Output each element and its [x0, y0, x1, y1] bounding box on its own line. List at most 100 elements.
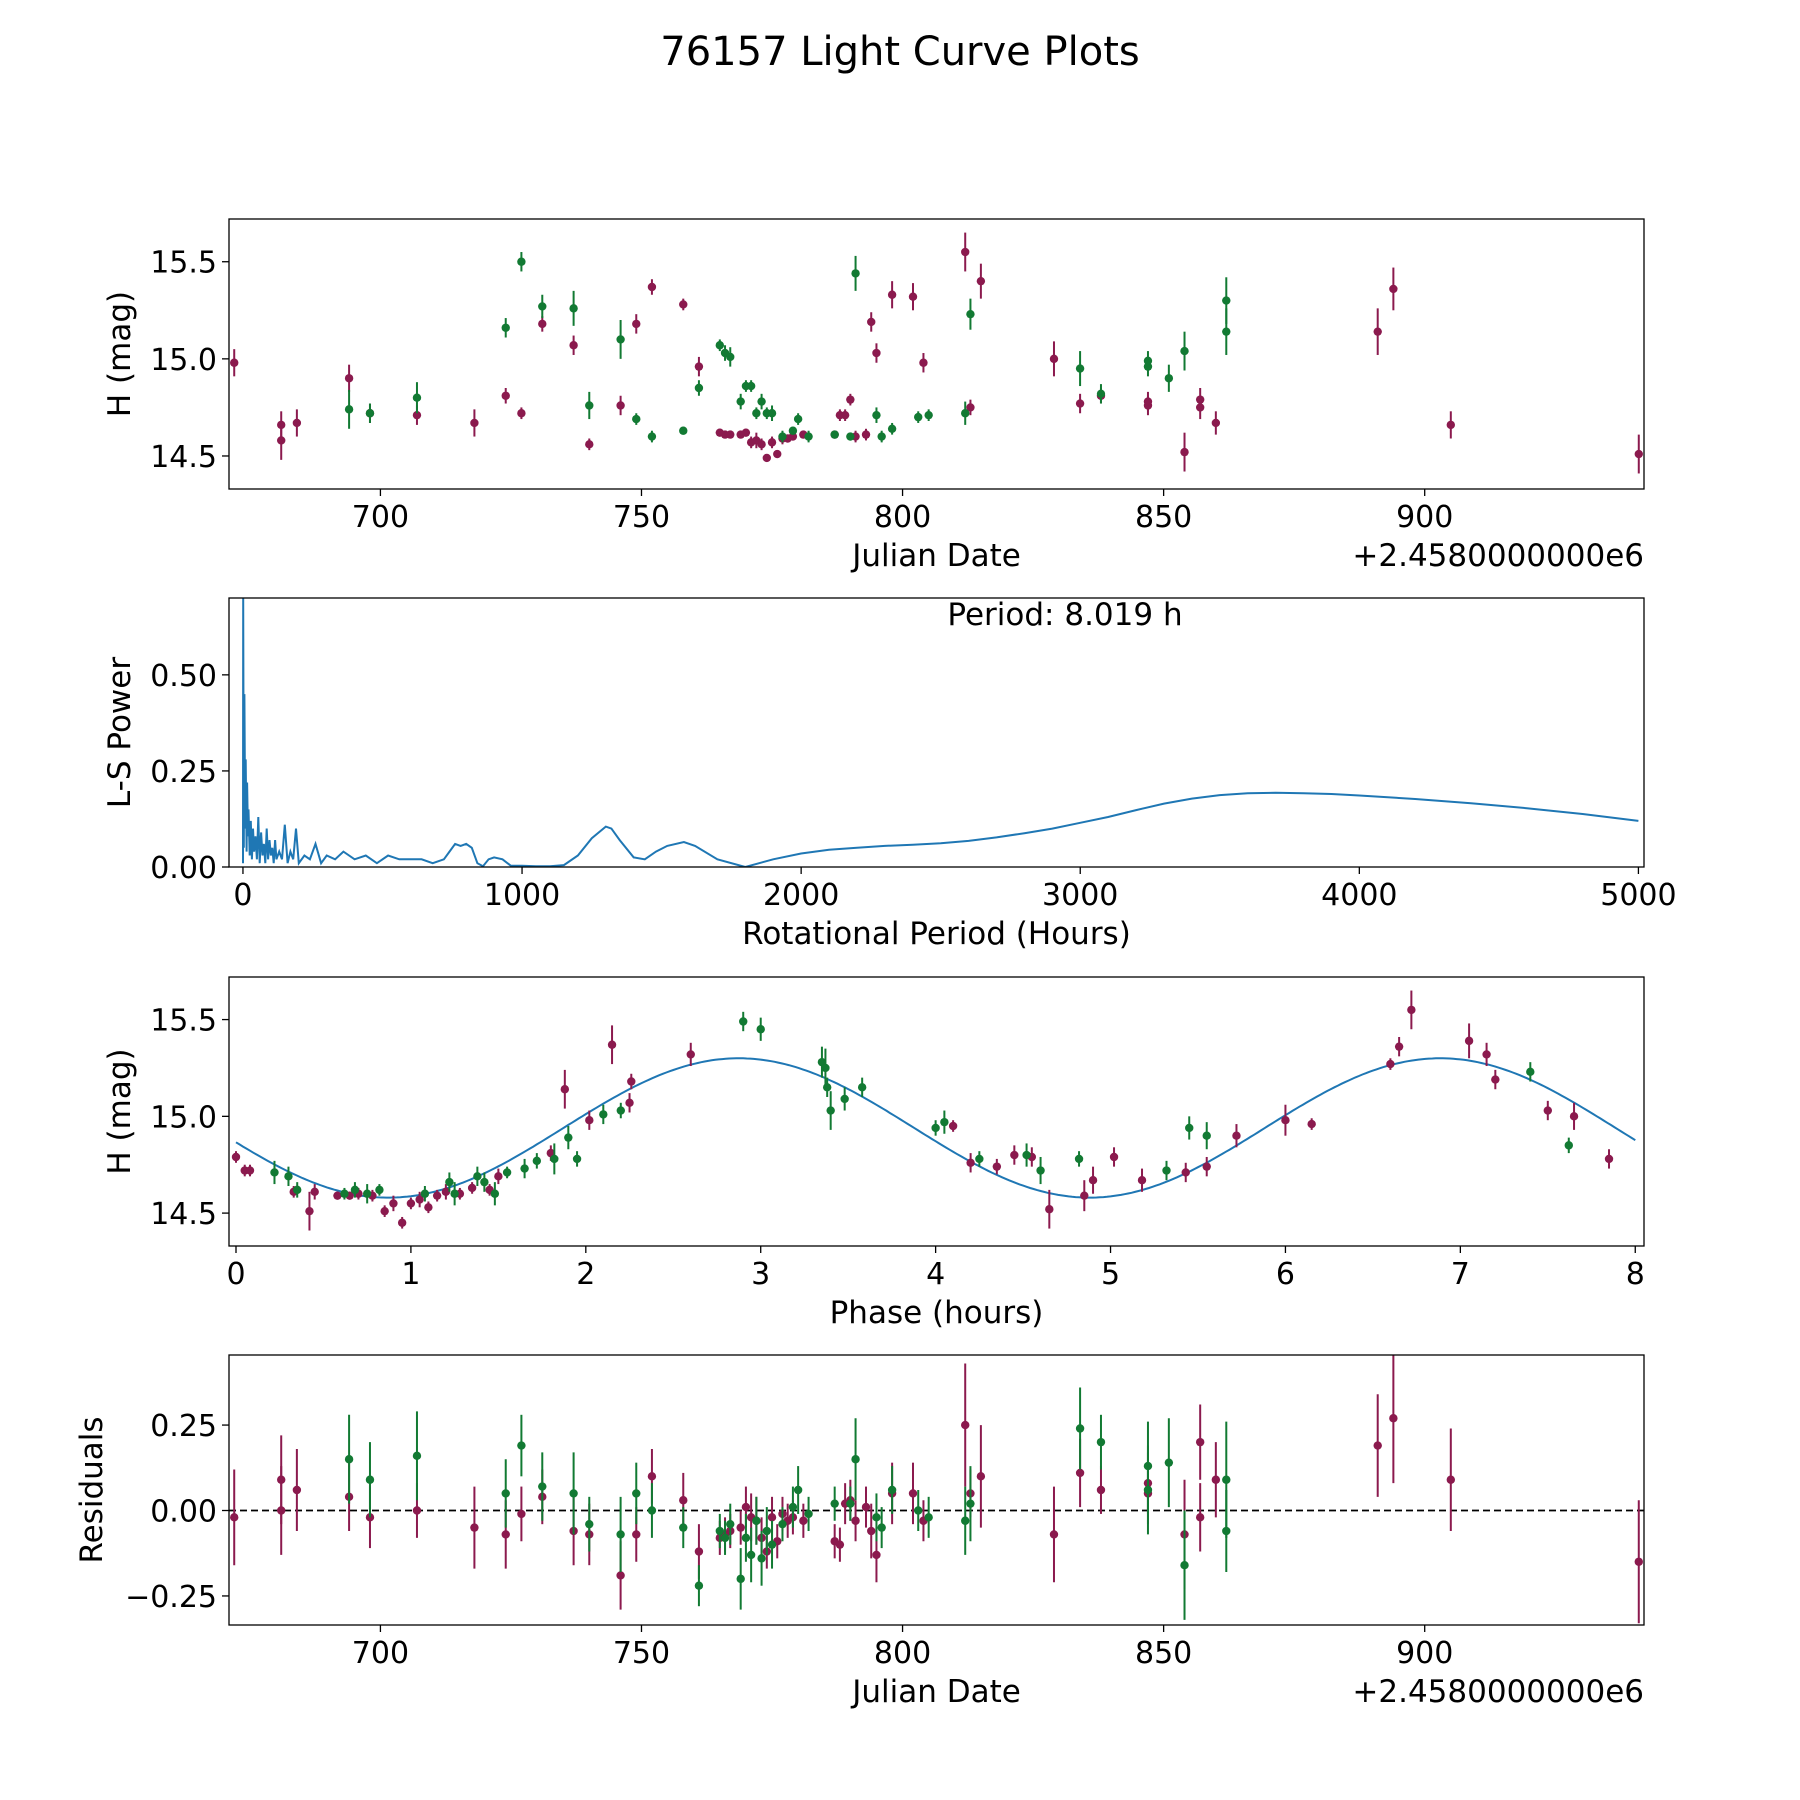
chart-phase: 0 1 2 3 4 5 6 7 8 14.5 15.0 15.5 Phase (hours) H (mag…: [102, 976, 1645, 1331]
data-point-green: [887, 424, 897, 433]
x-offset-label: +2.4580000000e6: [1352, 538, 1644, 574]
data-point-green: [961, 1516, 970, 1525]
data-point-maroon: [961, 247, 970, 257]
data-point-maroon: [773, 449, 782, 459]
data-point-maroon: [432, 1191, 442, 1200]
data-point-maroon: [627, 1077, 636, 1086]
data-point-maroon: [1482, 1050, 1491, 1059]
data-point-maroon: [231, 1152, 241, 1162]
data-point-maroon: [517, 409, 526, 418]
data-point-green: [365, 1475, 375, 1484]
data-point-green: [473, 1172, 482, 1181]
data-point-maroon: [1543, 1106, 1553, 1115]
data-point-green: [851, 1455, 860, 1464]
data-point-green: [1222, 1526, 1231, 1536]
data-point-maroon: [292, 1485, 302, 1495]
data-point-maroon: [616, 401, 625, 410]
axes-frame: [228, 597, 1645, 868]
data-point-maroon: [632, 319, 641, 329]
data-point-green: [445, 1177, 454, 1187]
data-point-maroon: [277, 420, 286, 430]
data-point-maroon: [840, 410, 850, 420]
data-point-maroon: [1281, 1116, 1290, 1125]
x-tick-label: 800: [874, 1636, 931, 1671]
data-point-maroon: [305, 1206, 314, 1216]
data-point-maroon: [1109, 1152, 1119, 1162]
data-point-green: [756, 1025, 765, 1034]
data-point-green: [1202, 1131, 1211, 1140]
y-tick-label: 15.5: [150, 1004, 217, 1039]
x-tick-label: 5: [1101, 1257, 1120, 1292]
data-point-green: [616, 1530, 625, 1539]
x-tick-label: 5000: [1600, 878, 1676, 913]
data-point-maroon: [1080, 1191, 1089, 1200]
data-point-maroon: [616, 1571, 625, 1580]
period-annotation: Period: 8.019 h: [947, 597, 1182, 633]
data-point-maroon: [277, 1506, 286, 1515]
y-tick-label: 15.0: [150, 1100, 217, 1135]
axes-frame: [228, 976, 1645, 1247]
data-point-green: [585, 1519, 594, 1529]
plot-area: [242, 598, 1639, 867]
data-point-maroon: [1373, 1441, 1382, 1450]
data-point-green: [826, 1106, 835, 1115]
data-point-green: [1075, 364, 1085, 373]
data-point-green: [1185, 1123, 1194, 1133]
data-point-maroon: [976, 276, 986, 286]
data-point-maroon: [412, 410, 422, 420]
data-point-green: [362, 1189, 372, 1198]
data-point-maroon: [966, 403, 975, 412]
axes-frame: [228, 218, 1645, 490]
data-point-green: [1222, 296, 1231, 305]
data-point-maroon: [726, 430, 735, 439]
data-point-maroon: [1634, 449, 1643, 459]
figure-title: 76157 Light Curve Plots: [660, 29, 1139, 75]
data-point-maroon: [1180, 447, 1189, 457]
data-point-maroon: [1181, 1168, 1190, 1177]
y-tick-label: 0.25: [150, 1409, 217, 1444]
data-point-green: [736, 1574, 745, 1584]
y-tick-label: 14.5: [150, 440, 217, 475]
data-point-green: [746, 1550, 756, 1560]
data-point-maroon: [538, 319, 547, 329]
data-point-maroon: [441, 1187, 451, 1197]
data-point-maroon: [397, 1218, 407, 1227]
data-point-green: [778, 1519, 787, 1529]
x-tick-label: 800: [874, 500, 931, 535]
data-point-green: [520, 1164, 529, 1173]
x-offset-label: +2.4580000000e6: [1352, 1674, 1644, 1710]
axes-frame: [228, 1354, 1645, 1626]
data-point-green: [1074, 1154, 1084, 1164]
y-tick-label: 15.0: [150, 343, 217, 378]
data-point-green: [1564, 1141, 1573, 1150]
data-point-maroon: [501, 1530, 510, 1539]
x-tick-label: 900: [1396, 1636, 1453, 1671]
data-point-green: [757, 1554, 766, 1563]
data-point-green: [585, 401, 594, 410]
x-tick-label: 1000: [484, 878, 560, 913]
data-point-maroon: [867, 1526, 876, 1536]
data-point-maroon: [961, 1420, 970, 1430]
data-point-green: [375, 1185, 384, 1195]
y-axis-label: H (mag): [102, 1048, 138, 1174]
data-point-green: [1526, 1067, 1535, 1077]
data-point-green: [564, 1133, 573, 1142]
data-point-maroon: [1049, 354, 1059, 364]
plot-area: [229, 1355, 1644, 1624]
data-point-green: [550, 1154, 559, 1164]
data-point-green: [914, 1506, 923, 1515]
data-point-maroon: [908, 1489, 918, 1498]
data-point-maroon: [799, 1516, 808, 1525]
data-point-green: [412, 1451, 422, 1461]
x-tick-label: 700: [352, 1636, 409, 1671]
data-point-maroon: [757, 440, 766, 449]
x-tick-label: 4000: [1321, 878, 1397, 913]
data-point-green: [270, 1168, 279, 1177]
data-point-maroon: [867, 317, 876, 327]
data-point-green: [741, 1533, 751, 1543]
x-tick-label: 4: [926, 1257, 945, 1292]
data-point-maroon: [632, 1530, 641, 1539]
data-point-green: [877, 432, 886, 441]
data-point-maroon: [389, 1199, 398, 1208]
